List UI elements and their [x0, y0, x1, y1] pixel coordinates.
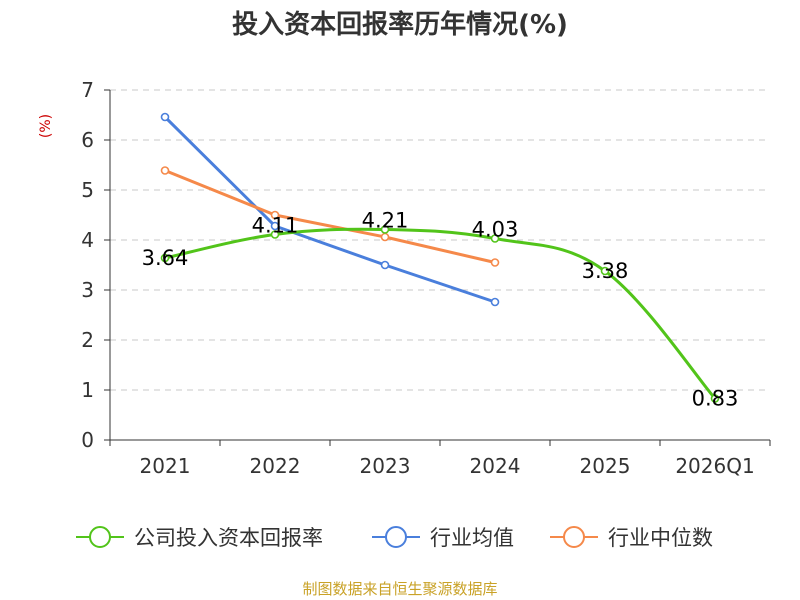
y-tick-label: 7: [81, 78, 94, 102]
data-point-0: [600, 266, 610, 276]
data-point-0: [490, 234, 500, 243]
data-point-2: [380, 232, 390, 242]
legend-marker: [385, 526, 407, 548]
data-labels: 3.64 4.11 4.21 4.03 3.38 0.83: [142, 209, 739, 411]
legend-label: 行业均值: [430, 526, 514, 550]
y-tick-label: 5: [81, 178, 94, 202]
x-tick-label: 2023: [360, 454, 411, 478]
data-label: 4.21: [362, 209, 409, 233]
x-tick-label: 2025: [580, 454, 631, 478]
data-point-2: [270, 210, 280, 220]
data-point-1: [380, 260, 390, 270]
data-point-1: [160, 112, 170, 122]
y-tick-label: 0: [81, 428, 94, 452]
legend-label: 行业中位数: [608, 526, 713, 550]
data-point-2: [490, 258, 500, 267]
data-label: 4.03: [472, 218, 519, 242]
data-point-0: [380, 225, 390, 234]
y-tick-label: 2: [81, 328, 94, 352]
data-point-1: [490, 297, 500, 307]
legend-marker: [89, 526, 111, 548]
legend[interactable]: 公司投入资本回报率 行业均值 行业中位数: [76, 526, 713, 550]
x-tick-label: 2021: [140, 454, 191, 478]
data-point-0: [270, 230, 280, 239]
data-point-2: [160, 166, 170, 175]
series-layer: [160, 112, 720, 403]
legend-marker: [563, 526, 585, 548]
y-tick-label: 1: [81, 378, 94, 402]
data-label: 4.11: [252, 214, 299, 238]
data-point-0: [710, 394, 720, 403]
source-note: 制图数据来自恒生聚源数据库: [302, 580, 497, 598]
data-point-0: [160, 253, 170, 263]
series-line-1: [163, 115, 497, 304]
y-tick-label: 3: [81, 278, 94, 302]
data-point-1: [270, 221, 280, 231]
x-tick-label: 2026Q1: [675, 454, 754, 478]
x-tick-label: 2022: [250, 454, 301, 478]
grid-lines: [110, 89, 770, 391]
data-label: 0.83: [692, 387, 739, 411]
chart-title: 投入资本回报率历年情况(%): [232, 9, 568, 40]
y-tick-label: 6: [81, 128, 94, 152]
data-label: 3.38: [582, 259, 629, 283]
axes: 0 1 2 3 4 5 6 7 2021 2022 2023 2024 2025 2026Q1: [81, 78, 771, 478]
series-line-0: [163, 227, 717, 400]
series-line-2: [163, 169, 497, 264]
legend-label: 公司投入资本回报率: [134, 526, 323, 550]
y-axis-unit: (%): [38, 114, 54, 138]
data-label: 3.64: [142, 246, 189, 270]
x-tick-label: 2024: [470, 454, 521, 478]
y-tick-label: 4: [81, 228, 94, 252]
